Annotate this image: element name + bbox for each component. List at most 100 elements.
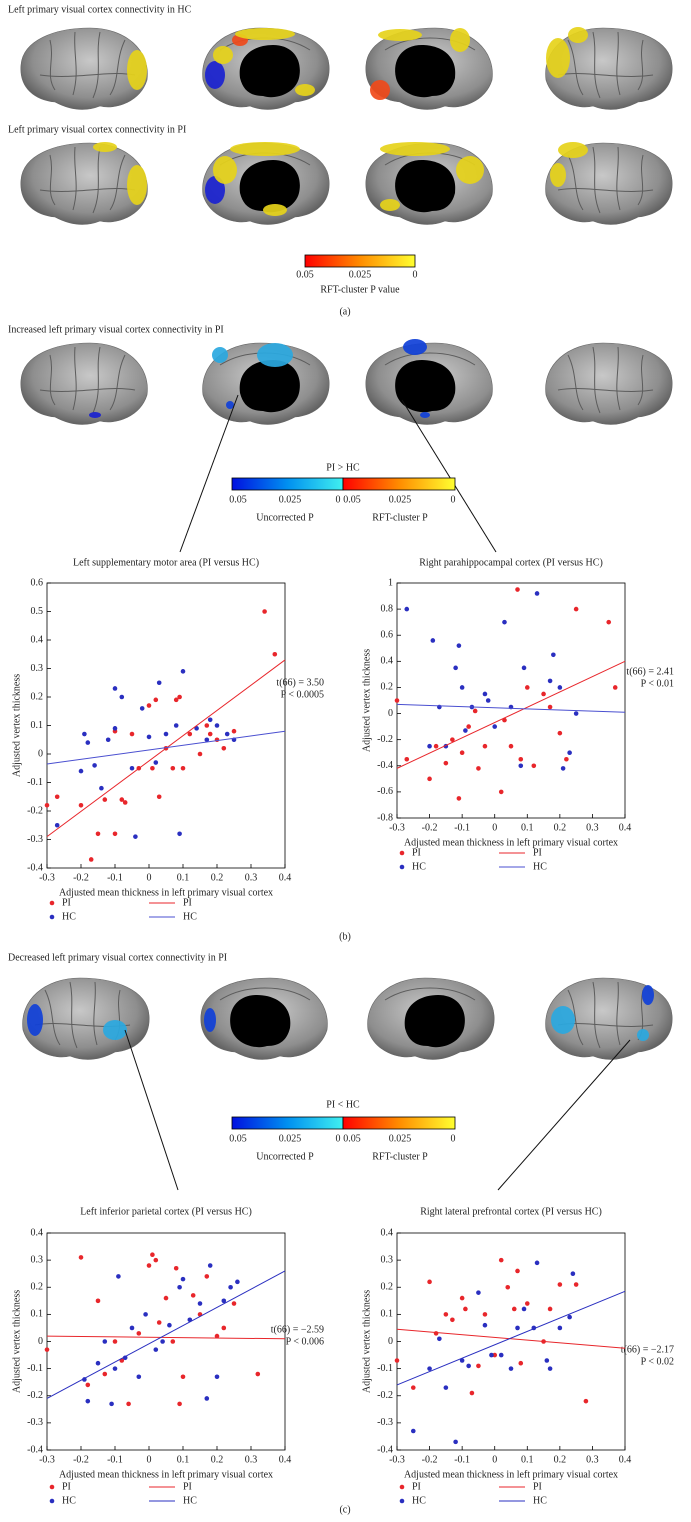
data-point [95,1298,101,1304]
activation-patch [205,176,225,204]
y-tick-label: -0.1 [377,1363,393,1374]
data-point [459,1358,465,1363]
colorbar [231,1116,344,1130]
x-tick-label: -0.2 [73,872,89,883]
colorbar-tick-label: 0 [336,1133,341,1144]
gyrus [39,73,136,77]
colorbar-label: Uncorrected P [256,512,314,523]
gyrus [49,39,56,91]
data-point [456,643,462,648]
data-point [534,591,540,596]
data-point [150,765,155,771]
y-tick-label: 0 [388,1336,393,1347]
data-point [156,680,162,686]
y-tick-label: 0.1 [31,720,44,731]
connector-lines [124,394,631,1191]
data-point [518,756,524,762]
data-point [207,717,213,723]
y-tick-label: -0.4 [377,760,393,771]
data-point [515,587,520,592]
gyrus [39,388,136,392]
gyrus [69,981,78,1049]
data-point [557,685,563,690]
activation-patch [103,1020,127,1040]
brain [365,27,493,110]
brain-images [20,27,673,1060]
data-point [524,1301,530,1306]
legend-label: HC [533,861,547,872]
y-tick-label: -0.3 [27,834,43,845]
legend-label: PI [412,1481,421,1492]
gyrus [637,154,644,206]
brain-surface [545,342,673,425]
data-point [78,803,84,808]
data-point [515,1268,520,1274]
data-point [498,1352,504,1358]
colorbar [342,477,456,491]
y-tick-label: 0.1 [31,1309,44,1320]
activation-patch [370,80,390,100]
data-point [427,743,432,749]
activation-patch [558,142,588,158]
y-tick-label: 0 [388,708,393,719]
colorbar [231,477,344,491]
gyrus [39,188,136,192]
data-point [443,760,449,766]
data-point [459,750,465,756]
activation-patch [204,1008,216,1032]
data-point [231,1301,237,1306]
legend-label: HC [62,1495,76,1506]
data-point [221,1325,227,1331]
data-point [459,1295,465,1301]
data-point [119,694,125,700]
chart-title: Right parahippocampal cortex (PI versus … [419,557,603,568]
y-tick-label: -0.2 [377,1390,393,1401]
y-tick-label: 0.2 [31,1282,44,1293]
data-point [126,1401,131,1407]
data-point [204,1274,210,1279]
activation-patch [257,343,293,367]
annotation: t(66) = −2.17 [621,1344,674,1355]
data-point [204,723,210,728]
data-point [456,796,462,801]
data-point [221,1298,227,1304]
data-point [433,1331,439,1336]
brain [367,977,495,1060]
brain [365,142,493,225]
data-point [482,1312,488,1317]
data-point [560,766,566,771]
gyrus [616,146,621,211]
data-point [410,1428,416,1434]
annotation: t(66) = 2.41 [626,666,674,677]
data-point [443,1312,449,1317]
legend-swatch [399,850,405,856]
scatter-chart: Right parahippocampal cortex (PI versus … [361,557,674,872]
data-point [88,857,94,862]
y-tick-label: 0.5 [31,606,44,617]
brain [20,27,148,110]
medial-wall [395,45,456,98]
x-tick-label: 0.3 [586,822,599,833]
data-point [156,794,162,800]
x-tick-label: 0.3 [245,872,258,883]
data-point [214,1374,220,1380]
gyrus [637,39,644,91]
data-point [482,1322,488,1328]
activation-patch [378,29,422,41]
x-tick-label: 0.2 [211,1454,224,1465]
data-point [459,685,465,690]
data-point [567,1314,572,1320]
legend-swatch [49,1484,55,1490]
y-axis-label: Adjusted vertex thickness [361,649,372,752]
legend-swatch [399,1484,405,1490]
data-point [160,1339,165,1344]
data-point [498,1257,504,1263]
activation-patch [235,28,295,40]
data-point [153,1257,159,1263]
data-point [156,1320,162,1325]
data-point [427,776,432,782]
data-point [224,731,230,737]
legend-label: HC [183,911,197,922]
y-tick-label: 0.6 [31,577,44,588]
brain [545,27,673,110]
